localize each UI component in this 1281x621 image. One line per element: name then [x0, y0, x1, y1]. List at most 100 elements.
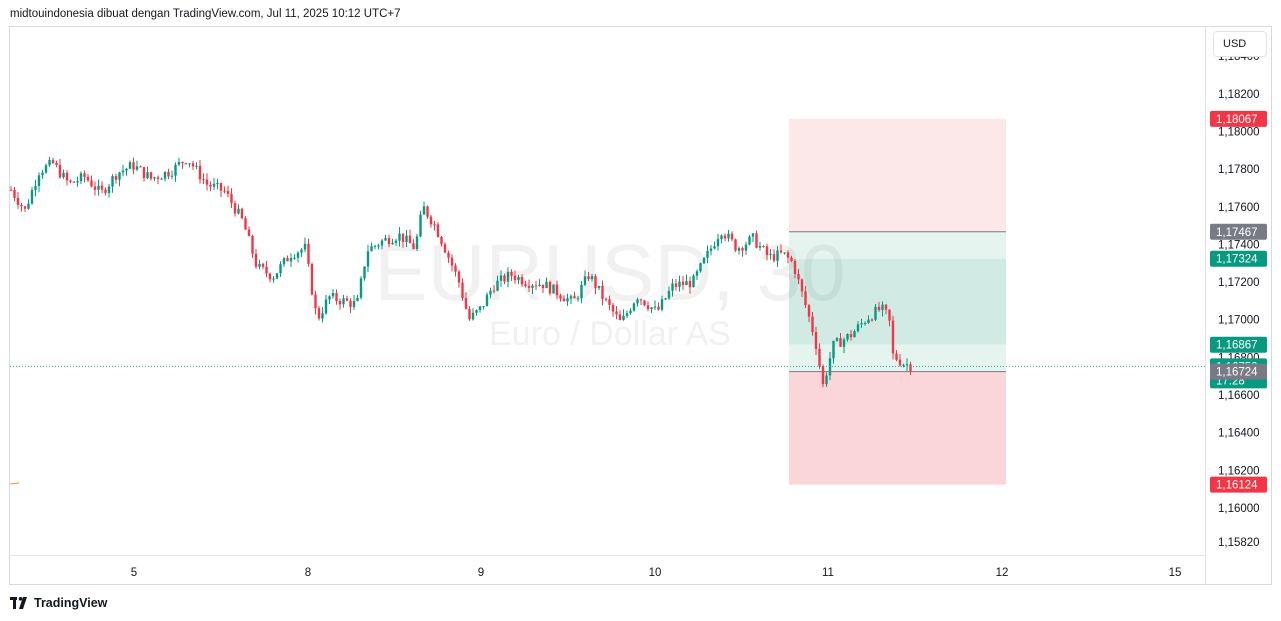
candle-body	[856, 324, 860, 332]
price-labels: 1,180671,174671,173241,168671,1675217:28…	[1210, 110, 1267, 493]
candle-body	[762, 246, 765, 248]
candle-body	[370, 246, 373, 252]
candle-body	[846, 334, 849, 340]
candle-body	[415, 236, 419, 250]
candle-body	[261, 263, 265, 267]
time-tick-label: 9	[478, 567, 484, 579]
chart-header-text: midtouindonesia dibuat dengan TradingVie…	[10, 8, 401, 20]
candle-body	[513, 275, 517, 281]
candle-body	[902, 364, 905, 366]
stop-zone[interactable]	[789, 371, 1006, 485]
candle-body	[674, 283, 678, 287]
candle-body	[307, 243, 310, 265]
candle-body	[268, 273, 272, 280]
time-tick-label: 15	[1169, 567, 1182, 579]
price-tick-label: 1,15820	[1218, 537, 1260, 549]
candle-body	[198, 165, 202, 180]
candle-body	[877, 306, 881, 311]
candle-body	[895, 353, 898, 360]
candle-body	[832, 340, 835, 359]
candle-body	[342, 298, 345, 305]
candle-body	[639, 299, 643, 301]
candle-body	[335, 292, 338, 301]
candle-body	[177, 161, 181, 165]
candle-body	[552, 284, 555, 294]
price-label-line	[1210, 223, 1267, 240]
candle-body	[863, 322, 867, 324]
target-zone[interactable]	[789, 258, 1006, 345]
candle-body	[548, 281, 552, 294]
candle-body	[555, 284, 559, 296]
candle-body	[303, 243, 307, 250]
candle-body	[226, 190, 230, 194]
candle-body	[538, 284, 541, 287]
price-label-target	[1210, 250, 1267, 267]
candle-body	[436, 224, 440, 238]
candle-body	[888, 309, 891, 321]
tradingview-logo[interactable]: TradingView	[10, 596, 107, 610]
candle-body	[275, 273, 279, 279]
candle-body	[786, 252, 790, 258]
candle-body	[55, 162, 58, 165]
candle-body	[797, 274, 800, 280]
candle-body	[247, 229, 251, 236]
candle-body	[699, 263, 702, 272]
candle-body	[632, 303, 636, 311]
candle-body	[559, 295, 562, 299]
time-axis-ticks: 5 8 9 10 11 12 15	[131, 567, 1182, 579]
candle-body	[237, 208, 240, 214]
candle-body	[345, 298, 349, 301]
time-tick-label: 8	[305, 567, 311, 579]
candle-body	[653, 306, 657, 308]
price-tick-label: 1,16600	[1218, 390, 1260, 402]
price-tick-label: 1,16000	[1218, 503, 1260, 515]
candle-body	[905, 364, 909, 366]
currency-button[interactable]: USD	[1213, 31, 1267, 57]
candle-body	[69, 180, 72, 182]
candle-body	[468, 308, 471, 320]
candle-body	[30, 190, 34, 204]
candle-body	[450, 257, 454, 266]
candle-body	[583, 276, 587, 285]
candle-body	[174, 164, 177, 176]
candle-body	[209, 184, 212, 187]
candle-body	[76, 181, 79, 183]
candle-body	[720, 235, 723, 240]
candle-body	[769, 254, 772, 256]
upper-buffer-zone[interactable]	[789, 231, 1006, 259]
price-tick-label: 1,17800	[1218, 164, 1260, 176]
candle-body	[702, 257, 706, 264]
candle-body	[111, 176, 114, 187]
candle-body	[65, 172, 69, 181]
price-label-text: 1,17467	[1216, 227, 1258, 239]
candle-body	[440, 237, 443, 245]
candle-body	[398, 233, 401, 241]
upper-risk-zone[interactable]	[789, 118, 1006, 232]
candle-body	[289, 258, 293, 262]
price-label-entry	[1210, 336, 1267, 353]
candle-body	[205, 179, 209, 185]
candle-body	[758, 246, 762, 248]
candle-body	[800, 279, 804, 292]
candle-body	[93, 186, 97, 190]
candle-body	[167, 171, 170, 177]
candle-body	[142, 167, 146, 179]
candle-body	[34, 185, 37, 191]
candle-body	[328, 296, 331, 300]
candle-body	[454, 265, 457, 272]
candle-body	[146, 172, 149, 179]
candle-body	[646, 305, 650, 310]
candle-body	[391, 242, 394, 245]
candle-body	[482, 306, 485, 308]
candle-body	[125, 168, 128, 171]
candle-body	[412, 243, 415, 250]
candle-body	[86, 176, 90, 181]
candle-body	[321, 313, 324, 319]
candle-body	[716, 239, 720, 247]
candle-body	[506, 271, 510, 282]
candle-body	[233, 203, 237, 214]
candle-body	[132, 162, 135, 170]
candle-body	[100, 185, 104, 190]
candle-body	[447, 252, 450, 258]
